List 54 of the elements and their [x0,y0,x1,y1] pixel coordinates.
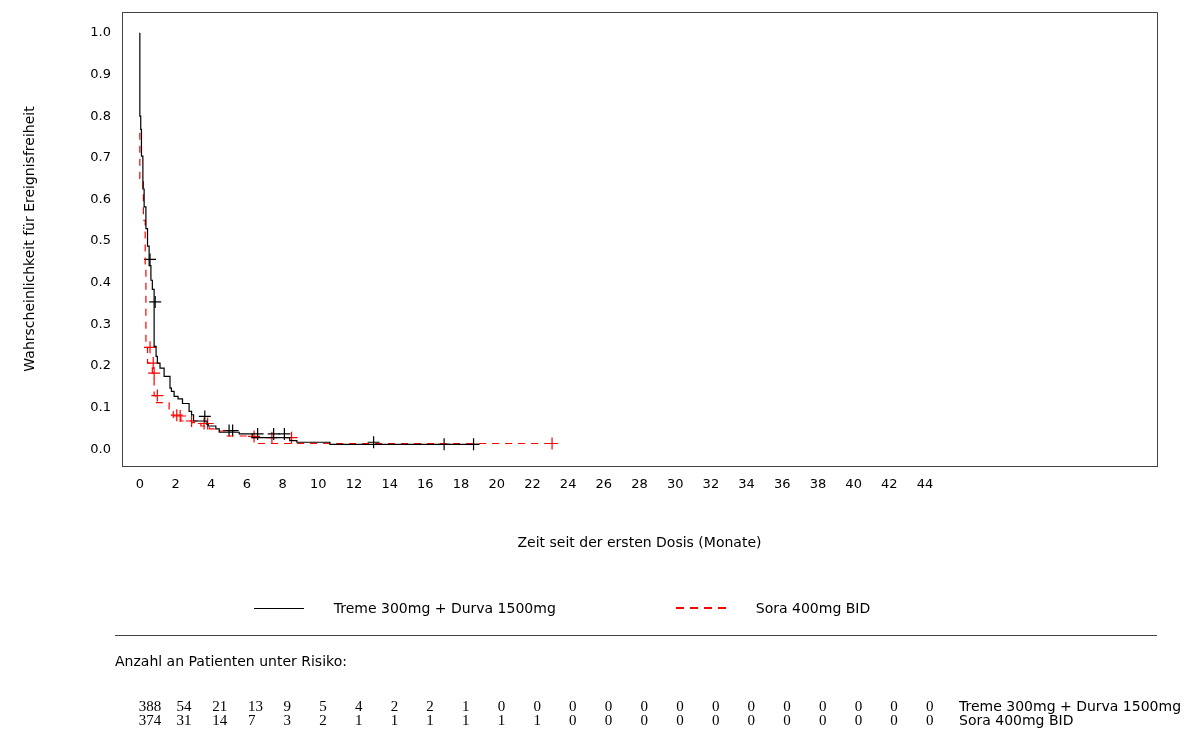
x-tick-label: 26 [595,476,613,492]
x-tick-label: 0 [135,476,144,492]
x-tick-label: 6 [242,476,252,492]
y-tick-label: 1.0 [90,24,111,40]
x-tick-label: 40 [845,476,862,492]
x-tick-label: 4 [207,476,216,492]
legend-label: Treme 300mg + Durva 1500mg [333,600,556,616]
x-tick-label: 2 [171,476,180,492]
y-tick-label: 0.1 [90,399,111,415]
x-tick-label: 28 [631,476,648,492]
y-tick-label: 0.9 [90,65,111,81]
point [143,340,157,354]
x-tick-label: 18 [452,476,470,492]
y-tick-label: 0.4 [90,274,111,290]
x-tick-label: 24 [559,476,577,492]
x-axis-title: Zeit seit der ersten Dosis (Monate) [517,534,762,551]
y-tick-label: 0.6 [90,190,111,206]
text: 374 31 14 7 3 2 1 1 1 1 1 1 0 0 0 0 0 0 0 0 0 0 0 [138,712,934,728]
x-tick-label: 30 [666,476,684,492]
text: Treme 300mg + Durva 1500mg [958,698,1182,714]
y-tick-label: 0.8 [90,107,111,123]
point [143,252,157,267]
x-tick-label: 20 [488,476,506,492]
x-tick-label: 8 [278,476,287,492]
text: Sora 400mg BID [959,712,1074,728]
y-axis-title: Wahrscheinlichkeit für Ereignisfreiheit [21,105,38,372]
y-tick-label: 0.3 [90,315,111,331]
x-tick-label: 10 [310,476,327,492]
point [147,366,161,380]
y-tick-label: 0.7 [90,149,111,165]
point [277,427,291,441]
legend-label: Sora 400mg BID [755,600,871,616]
text: 388 54 21 13 9 5 4 2 2 1 0 0 0 0 0 0 0 0 0 0 0 0 0 [138,698,934,714]
text: Anzahl an Patienten unter Risiko: [115,653,347,669]
point [267,427,281,441]
y-tick-label: 0.5 [90,232,111,248]
point [150,389,164,403]
y-tick-label: 0.0 [90,440,111,456]
x-tick-label: 22 [524,476,541,492]
x-tick-label: 42 [881,476,898,492]
x-tick-label: 36 [773,476,791,492]
point [148,295,162,309]
point [251,427,265,441]
x-tick-label: 34 [738,476,755,492]
point [247,429,261,444]
x-tick-label: 44 [916,476,934,492]
x-tick-label: 38 [809,476,827,492]
x-tick-label: 16 [417,476,434,492]
y-tick-label: 0.2 [90,357,111,373]
x-tick-label: 12 [345,476,363,492]
x-tick-label: 32 [702,476,720,492]
x-tick-label: 14 [381,476,398,492]
point [367,435,381,449]
point [226,424,240,438]
